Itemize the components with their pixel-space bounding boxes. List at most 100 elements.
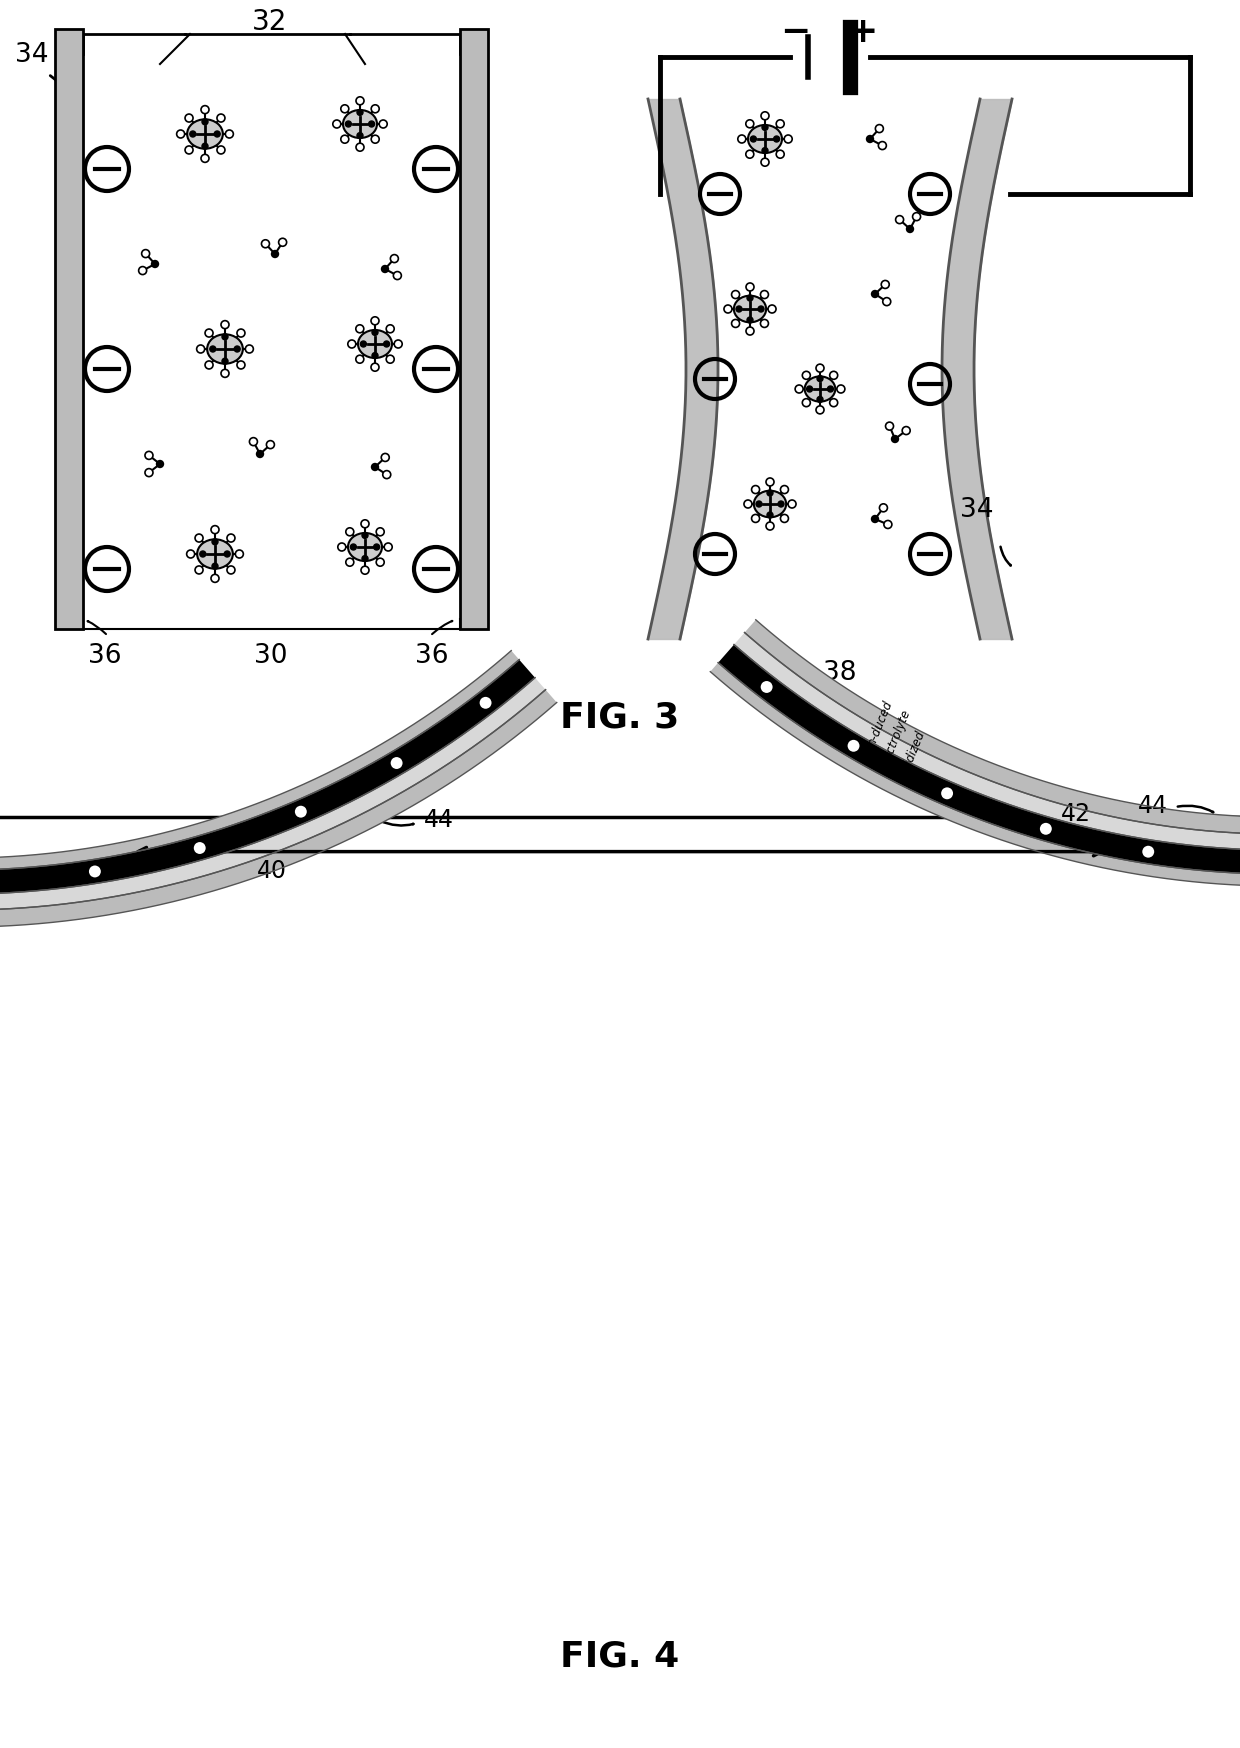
Circle shape — [346, 559, 353, 566]
Circle shape — [1141, 846, 1156, 860]
Circle shape — [279, 239, 286, 246]
Circle shape — [763, 126, 768, 131]
FancyArrowPatch shape — [379, 822, 413, 827]
Polygon shape — [0, 652, 520, 871]
Circle shape — [176, 131, 185, 138]
Circle shape — [221, 322, 229, 329]
Circle shape — [784, 136, 792, 143]
FancyArrowPatch shape — [208, 871, 247, 874]
Circle shape — [761, 159, 769, 168]
Circle shape — [227, 566, 234, 575]
Polygon shape — [734, 633, 1240, 851]
Circle shape — [913, 213, 920, 222]
Circle shape — [738, 136, 745, 143]
Circle shape — [212, 565, 218, 570]
Circle shape — [732, 292, 739, 299]
Circle shape — [789, 500, 796, 509]
Circle shape — [751, 516, 760, 523]
Polygon shape — [744, 621, 1240, 834]
Circle shape — [145, 470, 153, 477]
Circle shape — [362, 533, 368, 538]
Circle shape — [745, 150, 754, 159]
Circle shape — [371, 105, 379, 114]
Circle shape — [879, 505, 888, 512]
Text: 36: 36 — [88, 643, 122, 669]
Text: 32: 32 — [252, 9, 288, 37]
Polygon shape — [718, 645, 1240, 874]
Circle shape — [882, 281, 889, 288]
Circle shape — [383, 472, 391, 479]
Circle shape — [751, 486, 760, 495]
Circle shape — [780, 486, 789, 495]
Circle shape — [379, 121, 387, 129]
Polygon shape — [0, 690, 557, 928]
Circle shape — [816, 365, 825, 372]
Circle shape — [382, 266, 388, 273]
Circle shape — [192, 841, 207, 855]
Text: 40: 40 — [257, 858, 288, 883]
Circle shape — [892, 437, 899, 444]
Circle shape — [746, 283, 754, 292]
FancyArrowPatch shape — [1011, 809, 1055, 816]
Circle shape — [215, 131, 221, 138]
Circle shape — [372, 353, 378, 360]
Circle shape — [361, 566, 370, 575]
Circle shape — [386, 325, 394, 334]
Circle shape — [744, 500, 751, 509]
Circle shape — [817, 397, 823, 404]
Circle shape — [145, 453, 153, 460]
Text: FIG. 3: FIG. 3 — [560, 699, 680, 734]
Circle shape — [391, 255, 398, 264]
Circle shape — [872, 292, 878, 299]
Circle shape — [376, 528, 384, 537]
Circle shape — [768, 512, 773, 519]
Circle shape — [187, 551, 195, 559]
Circle shape — [226, 131, 233, 138]
Circle shape — [141, 250, 150, 259]
Text: n-duced: n-duced — [866, 699, 895, 748]
Circle shape — [393, 273, 402, 280]
Circle shape — [827, 386, 833, 393]
Circle shape — [217, 147, 224, 156]
FancyArrowPatch shape — [88, 622, 105, 635]
Circle shape — [200, 552, 206, 558]
Circle shape — [221, 371, 229, 378]
Circle shape — [830, 372, 838, 379]
Circle shape — [802, 400, 810, 407]
Text: oxidized: oxidized — [898, 729, 928, 778]
Text: 42: 42 — [1060, 802, 1090, 825]
Text: FIG. 4: FIG. 4 — [560, 1640, 680, 1673]
Circle shape — [357, 133, 363, 140]
Text: 30: 30 — [254, 643, 288, 669]
Circle shape — [368, 122, 374, 128]
Circle shape — [381, 454, 389, 461]
Circle shape — [389, 757, 403, 771]
Circle shape — [237, 362, 246, 371]
Ellipse shape — [358, 330, 392, 358]
Circle shape — [371, 364, 379, 372]
Circle shape — [940, 787, 954, 801]
Circle shape — [185, 115, 193, 122]
Ellipse shape — [748, 126, 782, 154]
Circle shape — [356, 98, 365, 105]
Circle shape — [903, 427, 910, 435]
Circle shape — [356, 325, 363, 334]
Circle shape — [737, 308, 742, 313]
Circle shape — [895, 217, 904, 224]
Circle shape — [756, 502, 761, 507]
Circle shape — [357, 110, 363, 117]
Circle shape — [802, 372, 810, 379]
Circle shape — [774, 136, 780, 143]
Polygon shape — [0, 678, 546, 911]
Circle shape — [376, 559, 384, 566]
Ellipse shape — [754, 491, 786, 517]
Circle shape — [479, 696, 492, 710]
Circle shape — [257, 451, 263, 458]
Circle shape — [201, 107, 210, 115]
Circle shape — [361, 521, 370, 528]
Ellipse shape — [207, 336, 243, 365]
Circle shape — [758, 308, 764, 313]
FancyArrowPatch shape — [432, 622, 453, 635]
Circle shape — [156, 461, 164, 468]
Circle shape — [332, 121, 341, 129]
